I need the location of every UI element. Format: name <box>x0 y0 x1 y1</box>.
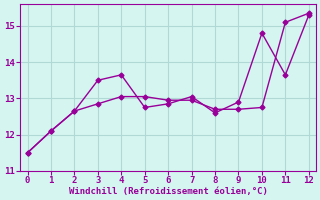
X-axis label: Windchill (Refroidissement éolien,°C): Windchill (Refroidissement éolien,°C) <box>69 187 268 196</box>
